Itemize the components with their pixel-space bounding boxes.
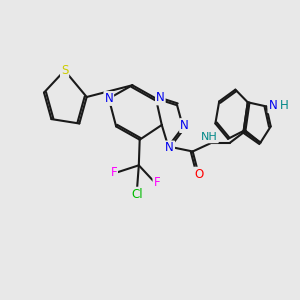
Text: Cl: Cl	[131, 188, 142, 201]
Text: O: O	[194, 168, 203, 181]
Text: N: N	[268, 99, 277, 112]
Text: N: N	[165, 141, 174, 154]
Text: F: F	[154, 176, 160, 190]
Text: S: S	[61, 64, 68, 77]
Text: H: H	[280, 99, 288, 112]
Text: F: F	[110, 166, 117, 179]
Text: N: N	[104, 92, 113, 105]
Text: NH: NH	[201, 132, 218, 142]
Text: N: N	[156, 92, 165, 104]
Text: N: N	[180, 119, 189, 132]
